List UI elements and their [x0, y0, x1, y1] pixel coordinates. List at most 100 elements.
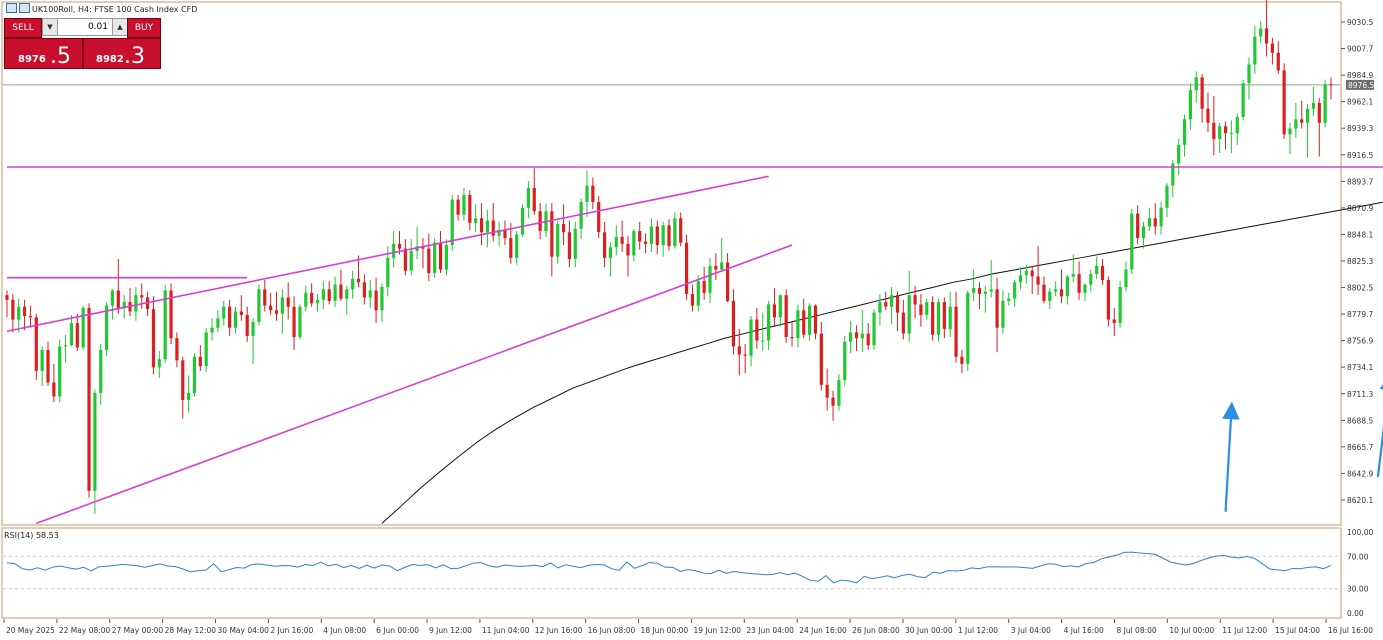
- candle-body: [104, 305, 109, 350]
- candle: [772, 288, 777, 326]
- candle-body: [274, 310, 279, 314]
- time-tick-label: 8 Jul 08:00: [1116, 626, 1156, 635]
- buy-button[interactable]: BUY: [127, 18, 161, 38]
- candle-body: [134, 295, 138, 312]
- time-tick-label: 19 Jun 12:00: [693, 626, 741, 635]
- rsi-plot-frame: [1, 527, 1342, 619]
- candle: [866, 323, 870, 350]
- candle: [614, 225, 618, 256]
- candle-body: [1241, 83, 1245, 117]
- one-click-trading-panel: SELL ▼ 0.01 ▲ BUY 8976 .5 8982 .3: [4, 18, 161, 69]
- candle: [163, 284, 167, 363]
- candle: [169, 283, 173, 345]
- candle: [1223, 121, 1228, 150]
- candle: [468, 190, 472, 230]
- candle: [1130, 208, 1134, 275]
- candle: [837, 374, 841, 411]
- candle-body: [5, 295, 9, 300]
- candle: [778, 295, 782, 327]
- rsi-levels: [3, 84, 1340, 590]
- candle: [948, 291, 952, 338]
- candle: [245, 306, 249, 342]
- candle-body: [315, 299, 320, 304]
- candle-body: [474, 218, 478, 223]
- candle: [714, 253, 718, 280]
- time-tick-label: 27 May 00:00: [112, 626, 164, 635]
- candle-body: [1171, 163, 1175, 186]
- candle: [1282, 63, 1286, 140]
- candle: [474, 204, 478, 233]
- time-tick-label: 28 May 12:00: [165, 626, 217, 635]
- candle: [1165, 183, 1169, 218]
- candle: [1177, 139, 1181, 176]
- candle-body: [222, 306, 226, 319]
- candle-body: [925, 302, 929, 315]
- candle: [890, 286, 894, 325]
- candle: [954, 291, 958, 363]
- candle-body: [58, 346, 62, 397]
- candle-body: [509, 238, 513, 258]
- candle: [1018, 267, 1023, 290]
- candle-body: [526, 187, 530, 208]
- buy-price-fraction: .3: [124, 44, 145, 69]
- candle-body: [620, 236, 624, 244]
- candle-body: [919, 304, 923, 315]
- candle-body: [46, 349, 50, 383]
- candle: [895, 291, 900, 332]
- candle-body: [1042, 284, 1046, 301]
- sell-button[interactable]: SELL: [4, 18, 42, 38]
- candle: [1077, 261, 1081, 300]
- candle: [1024, 264, 1028, 284]
- candle: [110, 289, 115, 320]
- buy-price-button[interactable]: 8982 .3: [83, 38, 161, 69]
- channel-upper-line: [6, 175, 769, 333]
- candle: [257, 284, 261, 326]
- lot-increase-button[interactable]: ▲: [112, 18, 128, 36]
- candle-body: [597, 201, 601, 233]
- candle: [761, 312, 765, 352]
- candle-body: [579, 201, 583, 229]
- candle: [192, 353, 197, 397]
- candle: [368, 279, 372, 308]
- candle: [292, 296, 296, 350]
- candle-body: [374, 290, 378, 311]
- candle: [409, 239, 413, 276]
- candle-body: [1141, 226, 1146, 239]
- candle: [1288, 122, 1292, 155]
- candle-body: [1270, 43, 1275, 53]
- candle: [491, 203, 495, 242]
- candle: [1106, 276, 1110, 327]
- candle: [134, 286, 138, 321]
- candle-body: [1264, 28, 1269, 44]
- candle: [602, 221, 607, 268]
- candle-body: [561, 224, 566, 233]
- candle: [995, 277, 999, 353]
- candle-body: [872, 312, 876, 346]
- candle-body: [151, 309, 156, 368]
- candle: [913, 285, 917, 319]
- candle: [151, 296, 156, 375]
- candle-body: [1147, 218, 1151, 227]
- lot-decrease-button[interactable]: ▼: [42, 18, 58, 36]
- candle: [1182, 114, 1187, 157]
- candle: [942, 297, 946, 339]
- candle-body: [386, 257, 390, 287]
- candle: [310, 283, 314, 307]
- candle: [1294, 102, 1298, 138]
- candle-body: [1218, 126, 1222, 140]
- candle-body: [93, 392, 97, 491]
- candle-body: [1311, 102, 1316, 109]
- price-tick-label: 8848.1: [1347, 230, 1373, 239]
- candle: [181, 356, 185, 419]
- candle-body: [52, 382, 56, 397]
- candle-body: [1112, 319, 1116, 324]
- candle-body: [1288, 128, 1292, 135]
- candle-body: [462, 194, 466, 215]
- candle-body: [643, 241, 648, 244]
- lot-size-input[interactable]: 0.01: [57, 18, 113, 36]
- sell-price-button[interactable]: 8976 .5: [4, 38, 83, 69]
- candle-body: [1235, 116, 1239, 134]
- candles: [5, 0, 1333, 515]
- candle: [204, 327, 208, 372]
- candle-body: [1077, 274, 1081, 293]
